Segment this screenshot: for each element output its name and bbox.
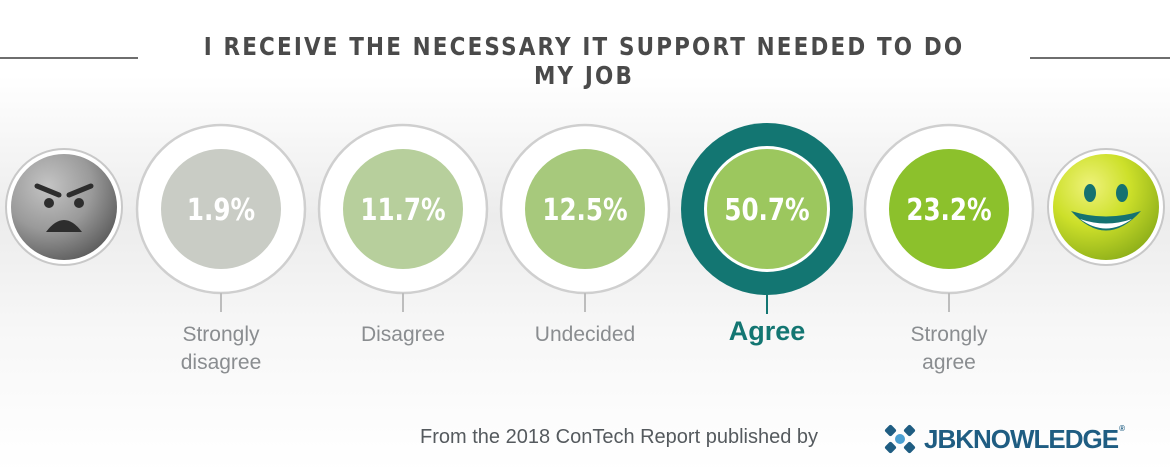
- value-label: 50.7%: [724, 194, 809, 228]
- value-circle-1: 1.9% Strongly disagree: [135, 123, 307, 374]
- category-label: Strongly: [182, 323, 260, 346]
- title-row: I RECEIVE THE NECESSARY IT SUPPORT NEEDE…: [0, 28, 1170, 90]
- title-divider-left: [0, 57, 138, 59]
- value-label: 23.2%: [906, 194, 991, 228]
- value-fill: [707, 149, 827, 269]
- footer: From the 2018 ConTech Report published b…: [420, 424, 1170, 454]
- value-label: 1.9%: [187, 194, 255, 228]
- chart-title: I RECEIVE THE NECESSARY IT SUPPORT NEEDE…: [203, 32, 965, 90]
- jbknowledge-wordmark: JBKNOWLEDGE®: [924, 424, 1125, 454]
- value-label: 11.7%: [360, 194, 445, 228]
- jbknowledge-logo-icon: [884, 424, 916, 454]
- value-fill: [161, 149, 281, 269]
- jbknowledge-logo[interactable]: JBKNOWLEDGE®: [884, 424, 1170, 454]
- category-label: disagree: [181, 351, 262, 374]
- category-label: Strongly: [910, 323, 988, 346]
- value-fill: [889, 149, 1009, 269]
- value-circle-5: 23.2% Strongly agree: [863, 123, 1035, 374]
- category-label: Disagree: [361, 323, 445, 346]
- source-note: From the 2018 ConTech Report published b…: [420, 426, 819, 448]
- value-fill: [525, 149, 645, 269]
- value-label: 12.5%: [542, 194, 627, 228]
- smiling-face-icon: [1047, 148, 1165, 266]
- angry-face-icon: [5, 148, 123, 266]
- value-circle-4: 50.7% Agree: [681, 123, 853, 346]
- value-circle-3: 12.5% Undecided: [499, 123, 671, 346]
- category-label: Undecided: [535, 323, 635, 346]
- title-divider-right: [1030, 57, 1170, 59]
- value-fill: [343, 149, 463, 269]
- category-label: Agree: [729, 316, 806, 346]
- category-label: agree: [922, 351, 976, 374]
- value-circle-2: 11.7% Disagree: [317, 123, 489, 346]
